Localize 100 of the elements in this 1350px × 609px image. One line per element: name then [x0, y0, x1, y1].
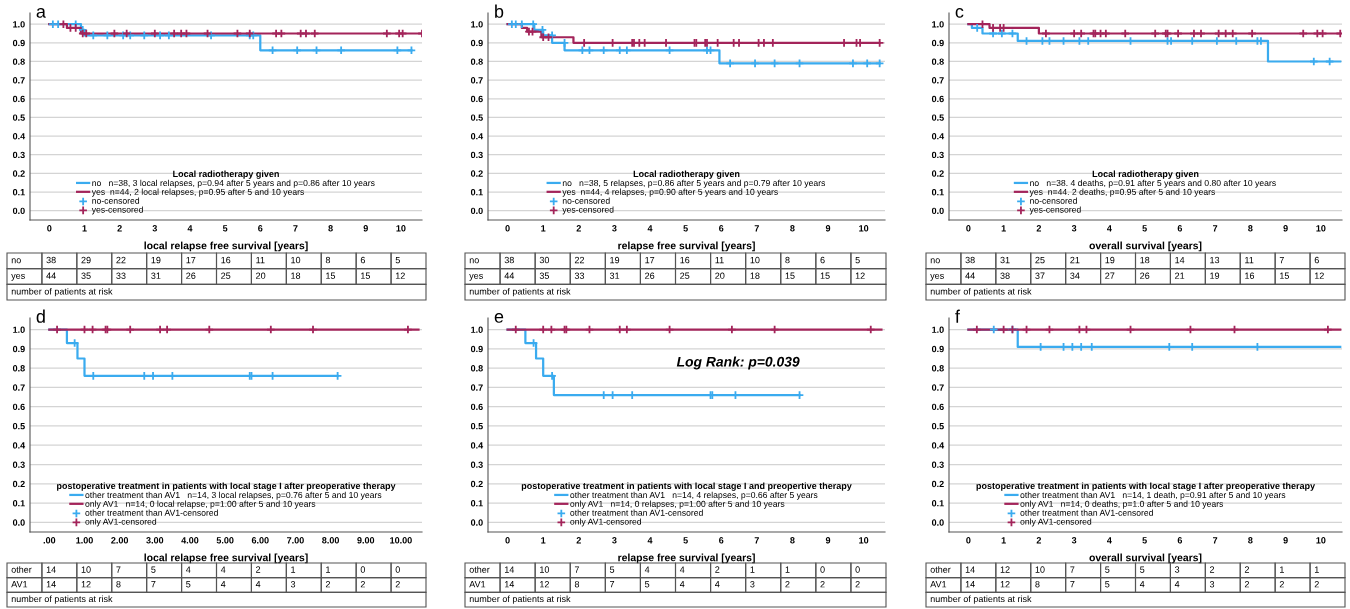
x-tick-label: 10.00 [390, 537, 412, 544]
text: AV1 [469, 581, 486, 588]
text: 19 [610, 256, 620, 264]
y-tick-label: 0.8 [12, 58, 25, 65]
text: 2 [1244, 566, 1250, 573]
text: 1 [1280, 566, 1284, 573]
text: 7 [574, 566, 580, 573]
text: AV1 [930, 581, 947, 588]
x-tick-label: 0 [966, 537, 971, 544]
legend-label: yes n=44, 2 local relapses, p=0.95 after 5 and 10 years [91, 188, 304, 197]
x-tick-label: 9 [1283, 225, 1288, 232]
y-tick-label: 0.5 [470, 422, 483, 430]
text: 38 [504, 256, 514, 264]
legend-label: other treatment than AV1 n=14, 4 relapses, p=0.66 after 5 years [570, 491, 818, 500]
y-tick-label: 0.5 [931, 114, 944, 121]
y-tick-label: 1.0 [13, 21, 25, 28]
text: 25 [680, 272, 690, 279]
y-tick-label: 0.5 [931, 422, 944, 430]
text: 1 [326, 566, 331, 573]
y-tick-label: 0.3 [12, 151, 25, 159]
chart-title: a [36, 7, 46, 18]
x-tick-label: 10 [1316, 537, 1326, 544]
text: 11 [256, 256, 265, 264]
y-tick-label: 0.2 [12, 480, 25, 488]
text: 8 [325, 256, 331, 264]
x-tick-label: 8 [328, 225, 333, 232]
y-tick-label: 0.4 [470, 133, 484, 140]
text: 5 [1105, 581, 1110, 588]
text: yes [11, 273, 25, 281]
text: 18 [1140, 256, 1150, 264]
x-tick-label: 0 [47, 225, 52, 232]
y-tick-label: 0.2 [12, 170, 25, 177]
chart-title: e [494, 312, 504, 323]
y-tick-label: 0.1 [12, 500, 25, 507]
y-tick-label: 0.8 [931, 365, 944, 372]
text: 14 [504, 566, 515, 573]
text: yes [930, 273, 944, 281]
legend-label: other treatment than AV1-censored [85, 509, 218, 516]
x-tick-label: 1 [541, 225, 546, 232]
x-axis-title: relapse free survival [years] [618, 241, 755, 252]
text: 15 [361, 272, 371, 279]
x-tick-label: 5 [683, 225, 688, 232]
y-tick-label: 0.1 [470, 500, 483, 507]
x-tick-label: 3 [612, 225, 617, 232]
text: 12 [1000, 566, 1010, 573]
legend-label: yes n=44. 2 deaths, p=0.95 after 5 and 10 years [1029, 188, 1215, 197]
text: 35 [81, 272, 91, 279]
x-tick-label: 8.00 [322, 537, 340, 544]
x-tick-label: 1 [541, 537, 546, 544]
y-tick-label: 0.3 [470, 461, 483, 468]
y-tick-label: 1.0 [471, 21, 483, 28]
text: yes [469, 273, 483, 281]
x-tick-label: 8 [790, 537, 795, 544]
text: 7 [116, 566, 121, 573]
x-tick-label: 6 [719, 537, 724, 544]
y-tick-label: 0.3 [470, 151, 483, 159]
text: 17 [186, 256, 196, 264]
text: 20 [256, 272, 266, 279]
text: 22 [574, 256, 585, 264]
x-tick-label: 3 [1071, 537, 1077, 544]
text: 5 [855, 256, 860, 264]
text: 34 [1070, 272, 1080, 279]
legend-title: postoperative treatment in patients with local stage I after preoperative therapy [976, 482, 1316, 491]
text: 33 [116, 272, 126, 279]
x-tick-label: 10 [1316, 225, 1326, 232]
legend-title: Local radiotherapy given [1092, 170, 1199, 179]
y-tick-label: 0.1 [470, 188, 483, 196]
text: number of patients at risk [469, 287, 571, 297]
text: 15 [1280, 272, 1290, 279]
y-tick-label: 0.4 [470, 442, 484, 449]
x-tick-label: 3 [612, 537, 617, 544]
text: 2 [1244, 581, 1250, 588]
legend-label: only AV1 n=14, 0 deaths, p=1.0 after 5 and 10 years [1020, 500, 1224, 509]
y-tick-label: 0.3 [931, 461, 944, 468]
text: 12 [81, 581, 91, 588]
text: 3 [290, 581, 296, 588]
x-tick-label: 4 [647, 537, 653, 544]
x-tick-label: 10 [396, 225, 406, 232]
text: 27 [1105, 272, 1115, 279]
text: 2 [1279, 581, 1284, 588]
text: 31 [151, 272, 161, 279]
legend-label: only AV1-censored [85, 518, 157, 527]
text: 38 [46, 256, 56, 264]
y-tick-label: 0.6 [470, 403, 483, 411]
legend-label: other treatment than AV1 n=14, 1 death, p=0.91 after 5 and 10 years [1020, 491, 1286, 500]
text: 44 [504, 272, 515, 279]
text: 5 [609, 566, 615, 573]
text: 18 [291, 272, 301, 279]
text: 5 [186, 581, 191, 588]
y-tick-label: 0.8 [470, 58, 483, 65]
text: 4 [715, 581, 720, 588]
text: number of patients at risk [930, 595, 1032, 604]
x-tick-label: 6 [719, 225, 724, 232]
x-tick-label: 8 [1248, 225, 1253, 232]
legend-label: only AV1 n=14, 0 relapses, p=1.00 after 5 and 10 years [570, 500, 785, 509]
text: 2 [715, 566, 720, 573]
y-tick-label: 0.1 [12, 188, 25, 196]
text: 8 [574, 581, 580, 588]
y-tick-label: 0.8 [470, 365, 483, 372]
text: no [11, 258, 21, 264]
